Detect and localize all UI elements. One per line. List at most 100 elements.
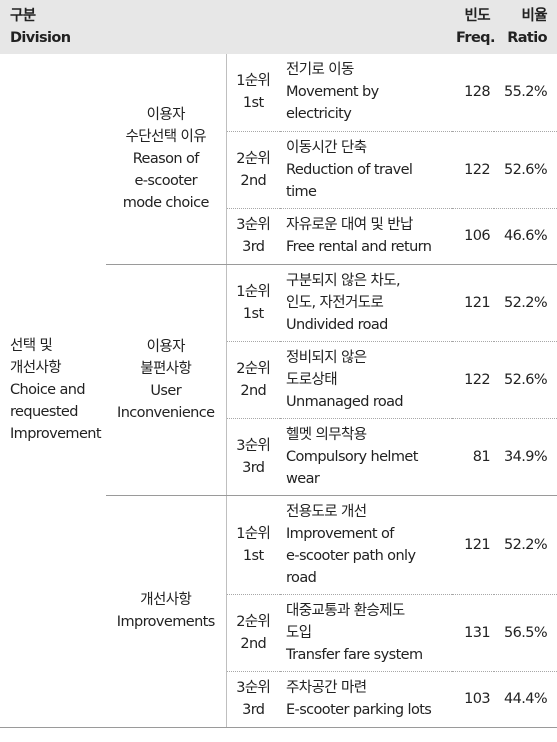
rank-en: 2nd [240, 382, 267, 399]
rank-cell: 2순위 2nd [225, 341, 280, 419]
division-header-ko: 구분 [10, 8, 36, 24]
category-ko-1: 선택 및 [10, 338, 53, 355]
category-en-1: Choice and [10, 382, 86, 399]
group-line: 이용자 [146, 338, 186, 355]
rank-cell: 1순위 1st [225, 264, 280, 342]
item-line: 자유로운 대여 및 반납 [286, 217, 413, 233]
freq-cell: 122 [452, 341, 495, 419]
rank-ko: 2순위 [236, 150, 271, 167]
ratio-cell: 52.6% [494, 341, 557, 419]
group-line: User [150, 382, 182, 399]
freq-cell: 121 [452, 495, 495, 595]
freq-cell: 121 [452, 264, 495, 342]
category-cell: 선택 및 개선사항 Choice and requested Improveme… [0, 54, 106, 728]
rank-cell: 1순위 1st [225, 54, 280, 132]
ratio-cell: 44.4% [494, 671, 557, 728]
item-line: electricity [286, 106, 352, 123]
table-row: 이용자 불편사항 User Inconvenience 1순위 1st 구분되지… [0, 264, 557, 496]
item-line: 헬멧 의무착용 [286, 426, 367, 443]
rank-cell: 2순위 2nd [225, 594, 280, 672]
group-line: mode choice [122, 194, 210, 211]
table-row: 2순위 2nd 정비되지 않은 도로상태 Unmanaged road 122 … [0, 341, 557, 419]
ratio-header-en: Ratio [507, 30, 548, 46]
ratio-cell: 34.9% [494, 418, 557, 496]
table-row: 3순위 3rd 헬멧 의무착용 Compulsory helmet wear 8… [0, 418, 557, 496]
rank-cell: 1순위 1st [225, 495, 280, 595]
rank-en: 1st [242, 95, 264, 112]
freq-header-ko: 빈도 [464, 8, 491, 24]
item-cell: 대중교통과 환승제도 도입 Transfer fare system [280, 594, 453, 672]
item-line: Unmanaged road [286, 393, 404, 410]
rank-ko: 1순위 [236, 525, 271, 542]
rank-en: 2nd [240, 635, 267, 652]
item-line: 전기로 이동 [286, 62, 354, 79]
item-line: time [286, 183, 317, 200]
group-line: 개선사항 [140, 592, 192, 608]
rank-cell: 3순위 3rd [225, 208, 280, 265]
rank-en: 1st [242, 547, 264, 564]
rank-ko: 1순위 [236, 283, 271, 300]
item-line: 구분되지 않은 차도, [286, 272, 401, 289]
group-line: 불편사항 [140, 360, 192, 377]
item-line: 도로상태 [286, 371, 338, 388]
ratio-header-ko: 비율 [521, 8, 548, 24]
rank-ko: 2순위 [236, 360, 271, 377]
ratio-cell: 52.6% [494, 131, 557, 209]
rank-ko: 3순위 [236, 437, 271, 454]
group-line: Reason of [132, 150, 200, 167]
item-cell: 구분되지 않은 차도, 인도, 자전거도로 Undivided road [280, 264, 453, 342]
item-line: 도입 [286, 624, 312, 641]
group-cell-improvements: 개선사항 Improvements [106, 495, 226, 728]
group-cell-inconvenience: 이용자 불편사항 User Inconvenience [106, 264, 226, 496]
item-cell: 전기로 이동 Movement by electricity [280, 54, 453, 132]
freq-cell: 81 [452, 418, 495, 496]
group-line: Improvements [116, 614, 216, 630]
freq-header-en: Freq. [456, 30, 495, 46]
freq-cell: 131 [452, 594, 495, 672]
rank-cell: 3순위 3rd [225, 418, 280, 496]
rank-cell: 3순위 3rd [225, 671, 280, 728]
group-line: 수단선택 이유 [125, 128, 207, 145]
item-cell: 주차공간 마련 E-scooter parking lots [280, 671, 453, 728]
header-row: 구분 Division 빈도 Freq. 비율 Ratio [0, 0, 557, 54]
item-line: Compulsory helmet [286, 448, 418, 465]
rank-en: 2nd [240, 172, 267, 189]
item-line: 인도, 자전거도로 [286, 294, 384, 311]
rank-ko: 3순위 [236, 680, 271, 696]
group-cell-reason: 이용자 수단선택 이유 Reason of e-scooter mode cho… [106, 54, 226, 265]
item-cell: 전용도로 개선 Improvement of e-scooter path on… [280, 495, 453, 595]
ratio-cell: 55.2% [494, 54, 557, 132]
category-en-3: Improvement [10, 426, 102, 443]
table-row: 개선사항 Improvements 1순위 1st 전용도로 개선 Improv… [0, 495, 557, 728]
group-line: Inconvenience [117, 404, 215, 421]
division-header-en: Division [10, 30, 71, 46]
item-line: 전용도로 개선 [286, 503, 367, 520]
table-row: 선택 및 개선사항 Choice and requested Improveme… [0, 54, 557, 728]
item-line: Undivided road [286, 316, 388, 333]
item-line: Movement by [286, 84, 379, 101]
group-line: 이용자 [146, 106, 186, 123]
item-line: e-scooter path only [286, 547, 416, 564]
item-cell: 정비되지 않은 도로상태 Unmanaged road [280, 341, 453, 419]
item-line: Reduction of travel [286, 161, 413, 178]
item-line: 이동시간 단축 [286, 139, 367, 156]
table-row: 3순위 3rd 주차공간 마련 E-scooter parking lots 1… [0, 671, 557, 728]
rank-en: 3rd [242, 239, 265, 255]
item-cell: 자유로운 대여 및 반납 Free rental and return [280, 208, 453, 265]
division-header: 구분 Division [0, 0, 453, 54]
item-line: 정비되지 않은 [286, 349, 367, 366]
item-line: Improvement of [286, 525, 394, 542]
item-line: Transfer fare system [286, 646, 423, 663]
item-cell: 이동시간 단축 Reduction of travel time [280, 131, 453, 209]
freq-cell: 122 [452, 131, 495, 209]
rank-en: 1st [242, 305, 264, 322]
table-row: 2순위 2nd 대중교통과 환승제도 도입 Transfer fare syst… [0, 594, 557, 672]
ratio-cell: 46.6% [494, 208, 557, 265]
rank-cell: 2순위 2nd [225, 131, 280, 209]
item-line: wear [286, 470, 320, 487]
item-line: Free rental and return [286, 239, 432, 255]
item-line: 대중교통과 환승제도 [286, 602, 405, 619]
rank-ko: 3순위 [236, 217, 271, 233]
freq-header: 빈도 Freq. [452, 0, 495, 54]
